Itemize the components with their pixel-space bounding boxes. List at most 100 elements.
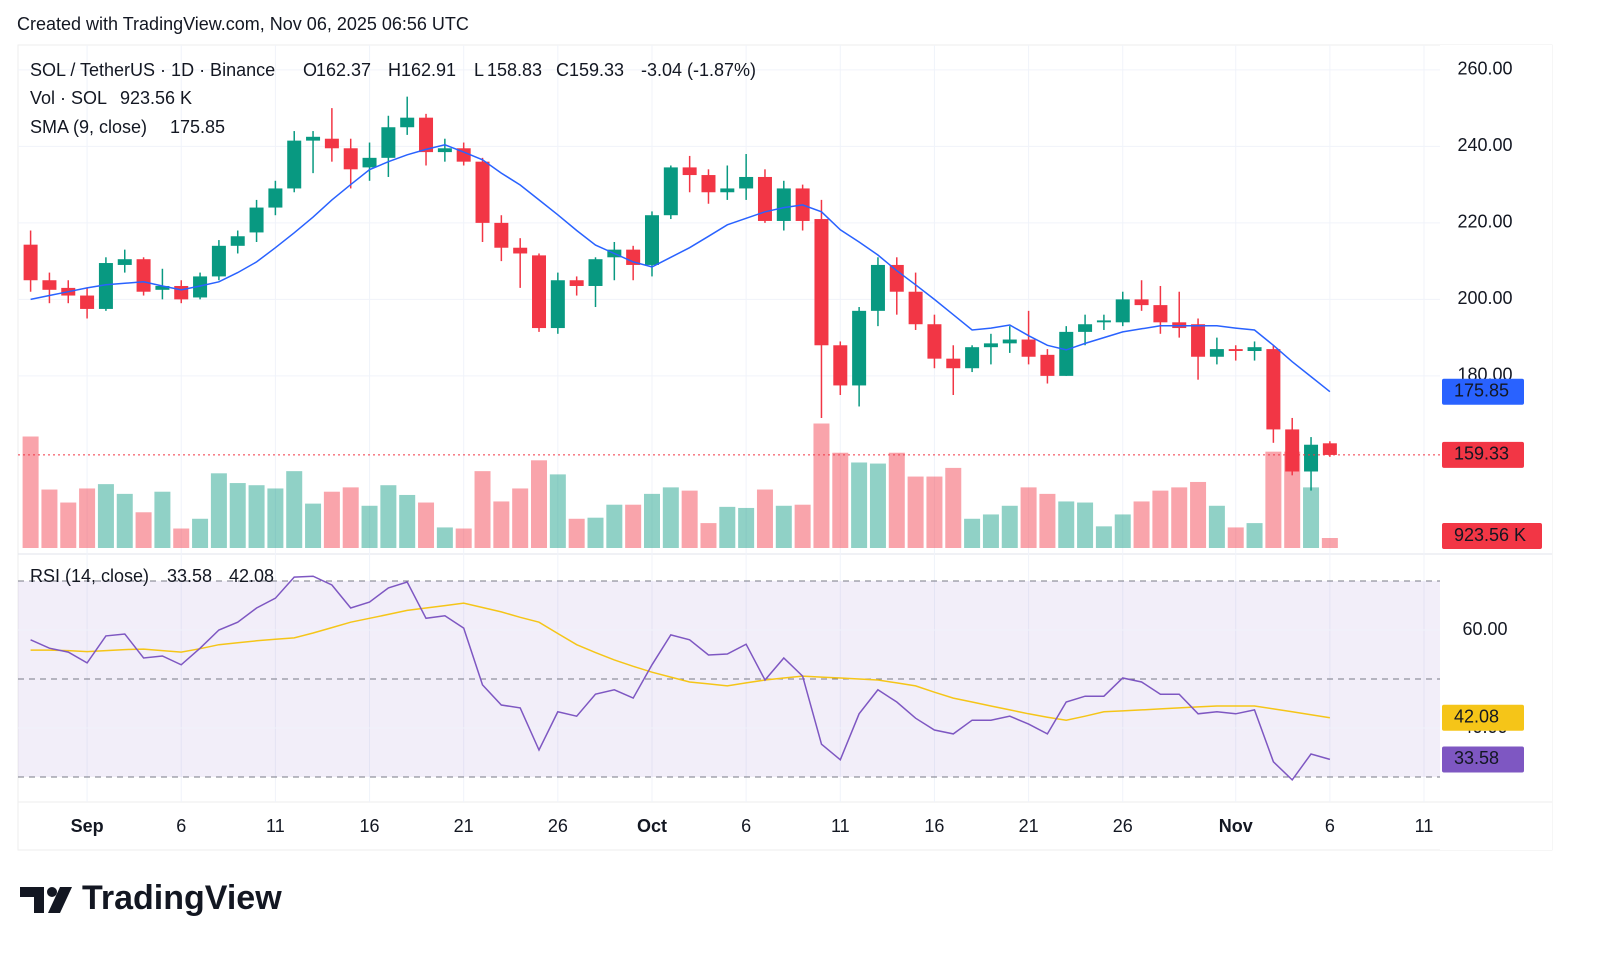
price-badge-bg bbox=[1442, 441, 1524, 468]
volume-bar bbox=[22, 436, 39, 548]
volume-bar bbox=[512, 488, 529, 548]
rsi-line bbox=[30, 575, 1331, 782]
candle-body bbox=[550, 280, 565, 329]
candle-body bbox=[927, 324, 942, 359]
volume-bar bbox=[1001, 505, 1018, 548]
candle-body bbox=[419, 117, 434, 153]
volume-bar bbox=[643, 493, 660, 548]
candle-body bbox=[1247, 347, 1262, 352]
volume-bar bbox=[323, 491, 340, 548]
volume-badge: 923.56 K bbox=[1454, 525, 1526, 545]
candle-body bbox=[400, 117, 415, 128]
volume-bar bbox=[888, 452, 905, 548]
x-tick-label: 21 bbox=[454, 816, 474, 836]
volume-bar bbox=[210, 473, 227, 548]
ohlc-value: 162.37 bbox=[316, 60, 371, 80]
candle-body bbox=[456, 148, 471, 162]
candle-body bbox=[588, 259, 603, 286]
volume-bar bbox=[173, 528, 190, 548]
change: -3.04 (-1.87%) bbox=[641, 60, 756, 80]
volume-bar bbox=[531, 460, 548, 548]
x-tick-label: Oct bbox=[637, 816, 667, 836]
candle-body bbox=[682, 167, 697, 176]
volume-bar bbox=[549, 474, 566, 548]
candle-body bbox=[983, 343, 998, 348]
volume-bar bbox=[1039, 493, 1056, 548]
volume-bar bbox=[1058, 501, 1075, 548]
candle-body bbox=[268, 188, 283, 208]
volume-bar bbox=[794, 504, 811, 548]
y-tick-label: 200.00 bbox=[1457, 288, 1512, 308]
rsi-name: RSI (14, close) bbox=[30, 566, 149, 586]
candle-body bbox=[513, 247, 528, 254]
brand-logo bbox=[20, 887, 72, 913]
volume-bar bbox=[305, 503, 322, 548]
volume-bar bbox=[1133, 501, 1150, 548]
x-tick-label: 6 bbox=[176, 816, 186, 836]
volume-bar bbox=[964, 518, 981, 548]
candle-body bbox=[946, 358, 961, 369]
volume-bar bbox=[1114, 514, 1131, 548]
candle-body bbox=[1096, 320, 1111, 323]
x-tick-label: 21 bbox=[1019, 816, 1039, 836]
ohlc-label: H bbox=[388, 60, 401, 80]
volume-bar bbox=[1265, 451, 1282, 548]
ohlc-label: O bbox=[303, 60, 317, 80]
y-tick-label: 240.00 bbox=[1457, 135, 1512, 155]
volume-bar bbox=[625, 504, 642, 548]
candle-body bbox=[1059, 331, 1074, 376]
candle-body bbox=[1285, 429, 1300, 472]
volume-bar bbox=[756, 489, 773, 548]
candle-body bbox=[494, 222, 509, 248]
volume-bar bbox=[286, 471, 303, 548]
volume-value: 923.56 K bbox=[120, 88, 192, 108]
volume-bar bbox=[813, 423, 830, 548]
volume-bar bbox=[267, 488, 284, 548]
candle-body bbox=[174, 285, 189, 300]
volume-bar bbox=[154, 491, 171, 548]
candle-body bbox=[42, 280, 57, 290]
volume-bar bbox=[568, 518, 585, 548]
candle-body bbox=[23, 244, 38, 281]
volume-bar bbox=[1190, 481, 1207, 548]
volume-bar bbox=[1077, 502, 1094, 548]
candle-body bbox=[833, 345, 848, 386]
volume-bar bbox=[1152, 490, 1169, 548]
x-tick-label: 16 bbox=[924, 816, 944, 836]
volume-bar bbox=[60, 502, 77, 548]
x-tick-label: 6 bbox=[1325, 816, 1335, 836]
candle-body bbox=[739, 176, 754, 189]
symbol: SOL / TetherUS · 1D · Binance bbox=[30, 60, 275, 80]
volume-bar bbox=[455, 528, 472, 548]
candle-body bbox=[362, 157, 377, 168]
candle-body bbox=[720, 188, 735, 193]
candle-body bbox=[1266, 349, 1281, 430]
candle-body bbox=[475, 161, 490, 223]
candle-body bbox=[1078, 324, 1093, 332]
candle-body bbox=[1134, 299, 1149, 306]
candle-body bbox=[870, 264, 885, 311]
x-tick-label: 26 bbox=[548, 816, 568, 836]
volume-bar bbox=[135, 512, 152, 548]
price-badge: 159.33 bbox=[1454, 444, 1509, 464]
volume-bar bbox=[869, 463, 886, 548]
candle-body bbox=[663, 167, 678, 216]
volume-bar bbox=[907, 476, 924, 548]
candle-body bbox=[532, 255, 547, 329]
candle-body bbox=[965, 347, 980, 369]
candle-body bbox=[757, 176, 772, 221]
candle-body bbox=[644, 215, 659, 265]
rsi-tick-label: 60.00 bbox=[1462, 619, 1507, 639]
candle-body bbox=[908, 291, 923, 325]
ohlc-value: 162.91 bbox=[401, 60, 456, 80]
x-tick-label: 16 bbox=[360, 816, 380, 836]
volume-bar bbox=[1171, 487, 1188, 548]
candle-body bbox=[136, 259, 151, 292]
volume-bar bbox=[851, 462, 868, 548]
rsi-badge: 33.58 bbox=[1454, 748, 1499, 768]
candle-body bbox=[193, 276, 208, 298]
x-tick-label: Sep bbox=[71, 816, 104, 836]
candle-body bbox=[1228, 349, 1243, 352]
volume-badge-bg bbox=[1442, 523, 1542, 549]
